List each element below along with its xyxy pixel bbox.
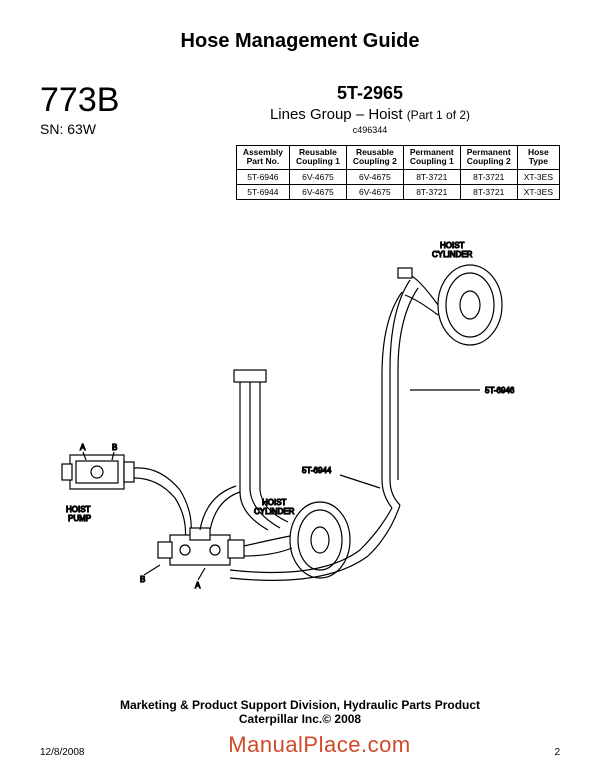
page-title: Hose Management Guide bbox=[40, 30, 560, 53]
watermark-text: ManualPlace.com bbox=[228, 732, 410, 758]
table-body: 5T-6946 6V-4675 6V-4675 8T-3721 8T-3721 … bbox=[236, 169, 559, 199]
table-head: AssemblyPart No. ReusableCoupling 1 Reus… bbox=[236, 146, 559, 170]
cell: 6V-4675 bbox=[289, 169, 346, 184]
parts-table-wrap: AssemblyPart No. ReusableCoupling 1 Reus… bbox=[40, 145, 560, 200]
lines-group-title: Lines Group – Hoist (Part 1 of 2) bbox=[180, 106, 560, 123]
cell: 8T-3721 bbox=[403, 184, 460, 199]
bottom-row: 12/8/2008 ManualPlace.com 2 bbox=[40, 732, 560, 758]
cell: 6V-4675 bbox=[346, 169, 403, 184]
serial-number: SN: 63W bbox=[40, 121, 180, 137]
footer-line2: Caterpillar Inc.© 2008 bbox=[0, 712, 600, 726]
label-hoist-pump-2: PUMP bbox=[68, 514, 91, 523]
cell: XT-3ES bbox=[517, 184, 559, 199]
drawing-code: c496344 bbox=[180, 125, 560, 135]
cell: 5T-6946 bbox=[236, 169, 289, 184]
hoist-pump-icon bbox=[62, 455, 134, 489]
header-row: 773B SN: 63W 5T-2965 Lines Group – Hoist… bbox=[40, 83, 560, 137]
col-reusable2: ReusableCoupling 2 bbox=[346, 146, 403, 170]
label-a-left: A bbox=[80, 443, 86, 452]
label-hoist-cyl-top-2: CYLINDER bbox=[432, 250, 473, 259]
sn-value: 63W bbox=[67, 121, 96, 137]
cell: 8T-3721 bbox=[403, 169, 460, 184]
table-header-row: AssemblyPart No. ReusableCoupling 1 Reus… bbox=[236, 146, 559, 170]
parts-table: AssemblyPart No. ReusableCoupling 1 Reus… bbox=[236, 145, 560, 200]
cell: XT-3ES bbox=[517, 169, 559, 184]
col-permanent2: PermanentCoupling 2 bbox=[460, 146, 517, 170]
label-hoist-cyl-top: HOIST bbox=[440, 241, 465, 250]
col-reusable1: ReusableCoupling 1 bbox=[289, 146, 346, 170]
col-permanent1: PermanentCoupling 1 bbox=[403, 146, 460, 170]
footer-block: Marketing & Product Support Division, Hy… bbox=[0, 698, 600, 726]
sn-label: SN: bbox=[40, 121, 63, 137]
label-b-bottom: B bbox=[140, 575, 145, 584]
table-row: 5T-6946 6V-4675 6V-4675 8T-3721 8T-3721 … bbox=[236, 169, 559, 184]
page-number: 2 bbox=[554, 747, 560, 758]
cell: 6V-4675 bbox=[346, 184, 403, 199]
label-b-left: B bbox=[112, 443, 117, 452]
hose-diagram: HOIST CYLINDER 5T-6946 5T-6944 H bbox=[40, 230, 560, 610]
label-a-bottom: A bbox=[195, 581, 201, 590]
footer-line1: Marketing & Product Support Division, Hy… bbox=[0, 698, 600, 712]
cell: 6V-4675 bbox=[289, 184, 346, 199]
part-block: 5T-2965 Lines Group – Hoist (Part 1 of 2… bbox=[180, 83, 560, 135]
callout-6944: 5T-6944 bbox=[302, 466, 332, 475]
col-assembly: AssemblyPart No. bbox=[236, 146, 289, 170]
col-hose-type: HoseType bbox=[517, 146, 559, 170]
lines-group-sub: (Part 1 of 2) bbox=[407, 108, 470, 122]
document-page: Hose Management Guide 773B SN: 63W 5T-29… bbox=[0, 0, 600, 776]
print-date: 12/8/2008 bbox=[40, 747, 85, 758]
hoist-cylinder-top-icon bbox=[398, 265, 502, 345]
label-hoist-pump: HOIST bbox=[66, 505, 91, 514]
model-block: 773B SN: 63W bbox=[40, 83, 180, 137]
model-number: 773B bbox=[40, 83, 180, 117]
hoist-cylinder-mid-icon bbox=[290, 502, 350, 578]
table-row: 5T-6944 6V-4675 6V-4675 8T-3721 8T-3721 … bbox=[236, 184, 559, 199]
diagram-svg: HOIST CYLINDER 5T-6946 5T-6944 H bbox=[40, 230, 560, 610]
cell: 8T-3721 bbox=[460, 169, 517, 184]
cell: 8T-3721 bbox=[460, 184, 517, 199]
manifold-icon bbox=[158, 528, 244, 565]
cell: 5T-6944 bbox=[236, 184, 289, 199]
lines-group-main: Lines Group – Hoist bbox=[270, 106, 403, 123]
callout-6946: 5T-6946 bbox=[485, 386, 515, 395]
part-number: 5T-2965 bbox=[180, 83, 560, 104]
